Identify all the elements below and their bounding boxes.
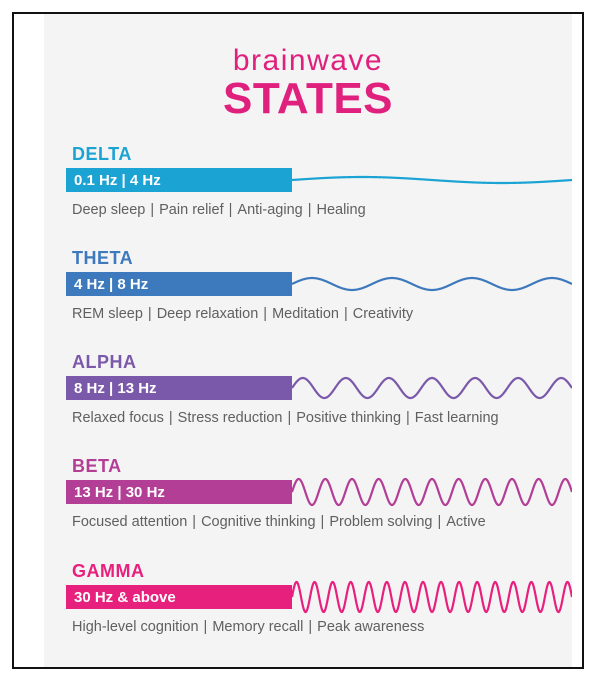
tag-separator: | — [228, 202, 233, 218]
benefit-tag: Memory recall — [212, 619, 304, 635]
benefit-tag: Stress reduction — [177, 410, 283, 426]
benefit-tag: Peak awareness — [317, 619, 425, 635]
benefit-tag: Problem solving — [329, 514, 433, 530]
state-name: BETA — [72, 456, 122, 476]
tag-separator: | — [263, 306, 268, 322]
tag-separator: | — [320, 514, 325, 530]
title-states: STATES — [222, 74, 394, 123]
tag-separator: | — [437, 514, 442, 530]
benefit-tags: REM sleep | Deep relaxation | Meditation | Cre… — [72, 306, 413, 322]
state-delta: DELTA 0.1 Hz | 4 Hz Deep sleep | Pain relief… — [44, 144, 572, 244]
state-gamma: GAMMA 30 Hz & above High-level cognition | M… — [44, 561, 572, 661]
benefit-tag: High-level cognition — [72, 619, 199, 635]
state-alpha: ALPHA 8 Hz | 13 Hz Relaxed focus | Stress re… — [44, 352, 572, 452]
benefit-tag: Pain relief — [159, 202, 224, 218]
benefit-tags: High-level cognition | Memory recall | Peak … — [72, 619, 424, 635]
tag-separator: | — [307, 202, 312, 218]
benefit-tag: Fast learning — [414, 410, 499, 426]
wave-graphic — [291, 276, 572, 292]
tag-separator: | — [343, 306, 348, 322]
benefit-tag: Focused attention — [72, 514, 188, 530]
frequency-bar: 30 Hz & above — [66, 585, 292, 609]
tag-separator: | — [203, 619, 208, 635]
wave-line — [290, 477, 572, 507]
frequency-bar: 8 Hz | 13 Hz — [66, 376, 292, 400]
benefit-tags: Relaxed focus | Stress reduction | Positive … — [72, 410, 499, 426]
tag-separator: | — [308, 619, 313, 635]
benefit-tag: Cognitive thinking — [201, 514, 316, 530]
tag-separator: | — [192, 514, 197, 530]
benefit-tag: REM sleep — [72, 306, 143, 322]
benefit-tag: Active — [446, 514, 486, 530]
benefit-tags: Deep sleep | Pain relief | Anti-aging | Healin… — [72, 202, 366, 218]
tag-separator: | — [168, 410, 173, 426]
state-theta: THETA 4 Hz | 8 Hz REM sleep | Deep relaxatio… — [44, 248, 572, 348]
wave-line — [291, 175, 572, 185]
poster-panel: brainwave STATES DELTA 0.1 Hz | 4 Hz Deep … — [44, 14, 572, 667]
title-brainwave: brainwave — [232, 44, 384, 77]
benefit-tag: Healing — [316, 202, 366, 218]
frequency-bar: 4 Hz | 8 Hz — [66, 272, 292, 296]
frequency-label: 30 Hz & above — [74, 589, 176, 606]
benefit-tag: Positive thinking — [296, 410, 402, 426]
tag-separator: | — [150, 202, 155, 218]
tag-separator: | — [147, 306, 152, 322]
benefit-tags: Focused attention | Cognitive thinking | Pro… — [72, 514, 486, 530]
frequency-label: 13 Hz | 30 Hz — [74, 484, 165, 501]
wave-graphic — [291, 376, 572, 400]
wave-line — [290, 580, 572, 614]
state-name: GAMMA — [72, 561, 145, 581]
state-name: DELTA — [72, 144, 132, 164]
benefit-tag: Anti-aging — [237, 202, 303, 218]
frequency-bar: 0.1 Hz | 4 Hz — [66, 168, 292, 192]
benefit-tag: Meditation — [272, 306, 339, 322]
tag-separator: | — [287, 410, 292, 426]
wave-graphic — [291, 175, 572, 185]
frequency-label: 4 Hz | 8 Hz — [74, 276, 149, 293]
wave-graphic — [290, 477, 572, 507]
benefit-tag: Deep relaxation — [156, 306, 259, 322]
state-name: THETA — [72, 248, 134, 268]
wave-graphic — [290, 580, 572, 614]
wave-line — [291, 376, 572, 400]
benefit-tag: Relaxed focus — [72, 410, 164, 426]
poster-frame: brainwave STATES DELTA 0.1 Hz | 4 Hz Deep … — [12, 12, 584, 669]
tag-separator: | — [406, 410, 410, 426]
state-beta: BETA 13 Hz | 30 Hz Focused attention | Cogni… — [44, 456, 572, 556]
frequency-label: 0.1 Hz | 4 Hz — [74, 172, 161, 189]
frequency-bar: 13 Hz | 30 Hz — [66, 480, 292, 504]
benefit-tag: Creativity — [352, 306, 414, 322]
wave-line — [291, 276, 572, 292]
benefit-tag: Deep sleep — [72, 202, 146, 218]
state-name: ALPHA — [72, 352, 137, 372]
frequency-label: 8 Hz | 13 Hz — [74, 380, 157, 397]
